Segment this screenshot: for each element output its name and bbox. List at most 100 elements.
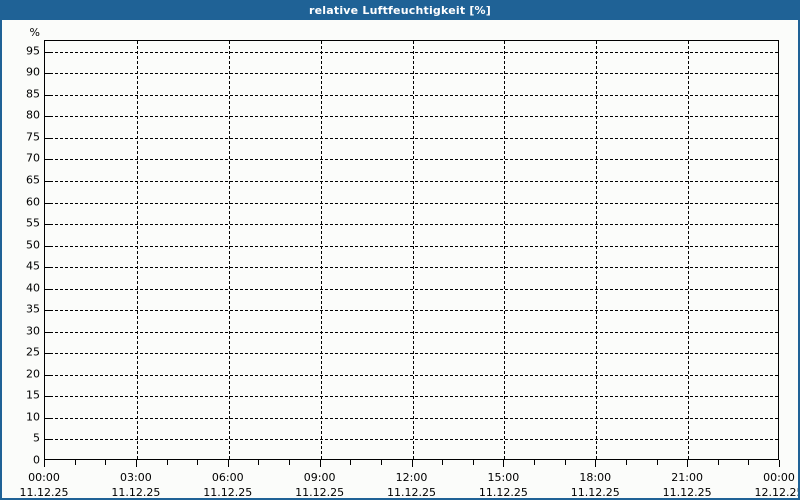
x-axis-tick-major [687, 460, 689, 467]
y-axis-tick [45, 159, 50, 161]
x-axis-tick-date: 12.12.25 [754, 486, 800, 499]
x-axis-tick-minor [625, 460, 627, 465]
y-axis-tick [45, 331, 50, 333]
y-axis-tick-labels: 0 5 10 15 20 25 30 35 40 45 50 55 60 65 70 75 80 85 90 95 [2, 40, 40, 466]
gridline-vertical [596, 41, 598, 459]
gridline-horizontal [45, 202, 778, 204]
x-axis-tick-label: 06:00 11.12.25 [183, 470, 273, 499]
x-axis-tick-label: 03:00 11.12.25 [91, 470, 181, 499]
gridline-horizontal [45, 374, 778, 376]
y-axis-tick-label: 55 [26, 216, 40, 230]
gridline-vertical [136, 41, 138, 459]
gridline-horizontal [45, 51, 778, 53]
y-axis-tick-label: 75 [26, 130, 40, 144]
x-axis-tick-label: 15:00 11.12.25 [458, 470, 548, 499]
y-axis-tick-label: 20 [26, 367, 40, 381]
x-axis-tick-time: 09:00 [303, 471, 336, 484]
x-axis-tick-minor [442, 460, 444, 465]
y-axis-tick [45, 374, 50, 376]
y-axis-tick-label: 35 [26, 302, 40, 316]
x-axis-tick-major [595, 460, 597, 467]
y-axis-tick-label: 90 [26, 65, 40, 79]
gridline-horizontal [45, 288, 778, 290]
x-axis-tick-major [779, 460, 780, 467]
x-axis-tick-minor [748, 460, 750, 465]
x-axis-tick-time: 12:00 [395, 471, 428, 484]
y-axis-tick [45, 73, 50, 75]
y-axis-tick-label: 70 [26, 151, 40, 165]
plot-area [44, 40, 779, 460]
x-axis-tick-label: 00:00 11.12.25 [2, 470, 89, 499]
y-axis-tick-label: 50 [26, 238, 40, 252]
x-axis-tick-date: 11.12.25 [111, 486, 161, 499]
y-axis-tick-label: 85 [26, 87, 40, 101]
x-axis-tick-date: 11.12.25 [19, 486, 69, 499]
y-axis-tick-label: 45 [26, 259, 40, 273]
x-axis-tick-minor [717, 460, 719, 465]
gridline-vertical [688, 41, 690, 459]
y-axis-tick-label: 80 [26, 108, 40, 122]
x-axis-tick-label: 12:00 11.12.25 [367, 470, 457, 499]
x-axis-tick-label: 21:00 11.12.25 [642, 470, 732, 499]
y-axis-tick-label: 5 [33, 431, 40, 445]
x-axis-tick-minor [197, 460, 199, 465]
x-axis-tick-major [503, 460, 505, 467]
y-axis-tick-label: 0 [33, 453, 40, 467]
y-axis-tick [45, 202, 50, 204]
gridline-horizontal [45, 310, 778, 312]
gridline-horizontal [45, 353, 778, 355]
x-axis-tick-time: 00:00 [763, 471, 795, 484]
gridline-horizontal [45, 137, 778, 139]
x-axis-tick-label: 09:00 11.12.25 [275, 470, 365, 498]
x-axis-tick-date: 11.12.25 [662, 486, 712, 499]
gridline-vertical [412, 41, 414, 459]
gridline-horizontal [45, 439, 778, 441]
y-axis-tick [45, 310, 50, 312]
x-axis-tick-minor [105, 460, 107, 465]
gridline-vertical [504, 41, 506, 459]
y-axis-tick [45, 94, 50, 96]
y-axis-tick [45, 439, 50, 441]
y-axis-tick [45, 417, 50, 419]
x-axis-tick-time: 21:00 [671, 471, 703, 484]
gridline-vertical [228, 41, 230, 459]
gridline-horizontal [45, 396, 778, 398]
y-axis-tick-label: 65 [26, 173, 40, 187]
y-axis-tick-label: 40 [26, 281, 40, 295]
x-axis-tick-time: 00:00 [28, 471, 60, 484]
x-axis-tick-date: 11.12.25 [478, 486, 528, 499]
x-axis-tick-minor [258, 460, 260, 465]
x-axis-tick-minor [289, 460, 290, 465]
y-axis-tick [45, 267, 50, 269]
x-axis-tick-minor [74, 460, 76, 465]
y-axis-tick [45, 224, 50, 226]
gridline-vertical [320, 41, 322, 459]
x-axis-tick-date: 11.12.25 [570, 486, 620, 499]
x-axis-tick-major [44, 460, 45, 467]
y-axis-unit-label: % [29, 26, 40, 39]
x-axis-tick-time: 03:00 [120, 471, 152, 484]
x-axis-tick-time: 06:00 [211, 471, 244, 484]
y-axis-tick [45, 51, 50, 53]
gridline-horizontal [45, 224, 778, 226]
x-axis-tick-minor [564, 460, 566, 465]
x-axis-tick-minor [534, 460, 535, 465]
gridline-horizontal [45, 94, 778, 96]
x-axis-tick-date: 11.12.25 [203, 486, 253, 499]
y-axis-tick-label: 15 [26, 388, 40, 402]
y-axis-tick [45, 288, 50, 290]
y-axis-tick [45, 353, 50, 355]
y-axis-tick [45, 245, 50, 247]
gridline-horizontal [45, 245, 778, 247]
y-axis-tick [45, 137, 50, 139]
gridline-horizontal [45, 116, 778, 118]
x-axis-tick-minor [656, 460, 658, 465]
x-axis-tick-date: 11.12.25 [387, 486, 436, 499]
x-axis-tick-minor [166, 460, 168, 465]
gridline-horizontal [45, 417, 778, 419]
gridline-horizontal [45, 267, 778, 269]
x-axis-ticks [44, 460, 780, 468]
y-axis-tick [45, 116, 50, 118]
x-axis-tick-major [227, 460, 229, 467]
